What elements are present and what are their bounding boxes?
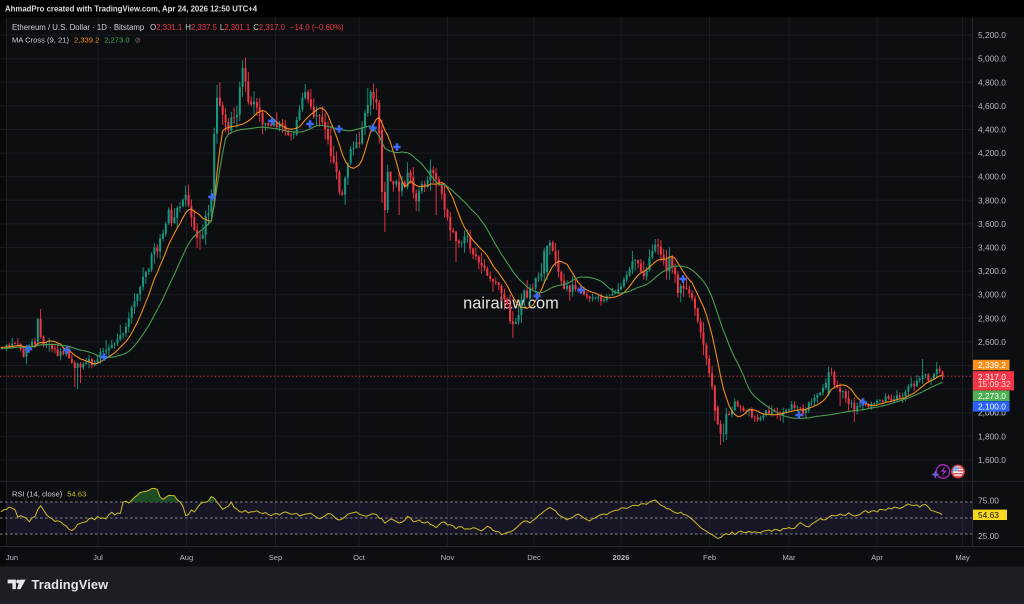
svg-text:Dec: Dec — [527, 553, 541, 562]
svg-text:Apr: Apr — [871, 553, 883, 562]
svg-text:54.63: 54.63 — [978, 510, 999, 520]
svg-text:15:09:32: 15:09:32 — [978, 379, 1011, 389]
svg-text:25.00: 25.00 — [978, 531, 999, 541]
svg-text:2,317.0: 2,317.0 — [978, 372, 1006, 382]
svg-text:2,000.0: 2,000.0 — [978, 408, 1006, 418]
svg-text:TradingView: TradingView — [32, 577, 110, 592]
svg-text:2,100.0: 2,100.0 — [978, 401, 1006, 411]
svg-text:Jun: Jun — [6, 553, 18, 562]
svg-text:Ethereum / U.S. Dollar · 1D ·: Ethereum / U.S. Dollar · 1D · Bitstamp O2… — [12, 23, 344, 32]
svg-text:2,600.0: 2,600.0 — [978, 337, 1006, 347]
svg-text:3,600.0: 3,600.0 — [978, 219, 1006, 229]
svg-text:1,600.0: 1,600.0 — [978, 455, 1006, 465]
svg-text:MA Cross (9, 21)2,339.22,273.0: MA Cross (9, 21) 2,339.2 2,273.0 ⊘ — [12, 35, 141, 44]
svg-text:5,200.0: 5,200.0 — [978, 30, 1006, 40]
svg-text:2,273.0: 2,273.0 — [978, 391, 1006, 401]
svg-text:Mar: Mar — [782, 553, 796, 562]
svg-text:75.00: 75.00 — [978, 496, 999, 506]
svg-text:Nov: Nov — [441, 553, 455, 562]
svg-text:2,339.2: 2,339.2 — [978, 360, 1006, 370]
svg-text:nairalaw.com: nairalaw.com — [463, 295, 559, 313]
svg-text:2,800.0: 2,800.0 — [978, 313, 1006, 323]
svg-text:4,400.0: 4,400.0 — [978, 125, 1006, 135]
svg-text:4,600.0: 4,600.0 — [978, 101, 1006, 111]
svg-text:3,400.0: 3,400.0 — [978, 243, 1006, 253]
svg-text:Oct: Oct — [353, 553, 366, 562]
svg-text:RSI (14, close)54.63: RSI (14, close) 54.63 — [12, 489, 86, 498]
svg-text:4,800.0: 4,800.0 — [978, 77, 1006, 87]
svg-text:Jul: Jul — [93, 553, 103, 562]
svg-text:3,200.0: 3,200.0 — [978, 266, 1006, 276]
svg-text:May: May — [955, 553, 970, 562]
svg-text:3,000.0: 3,000.0 — [978, 290, 1006, 300]
svg-text:Aug: Aug — [180, 553, 194, 562]
svg-text:2,000.0: 2,000.0 — [978, 408, 1006, 418]
svg-text:AhmadPro created with TradingV: AhmadPro created with TradingView.com, A… — [5, 5, 258, 14]
svg-text:Sep: Sep — [269, 553, 283, 562]
svg-text:5,000.0: 5,000.0 — [978, 54, 1006, 64]
svg-text:2026: 2026 — [613, 553, 630, 562]
svg-text:4,200.0: 4,200.0 — [978, 148, 1006, 158]
svg-text:1,800.0: 1,800.0 — [978, 431, 1006, 441]
svg-text:3,800.0: 3,800.0 — [978, 195, 1006, 205]
svg-text:Feb: Feb — [703, 553, 716, 562]
svg-text:4,000.0: 4,000.0 — [978, 172, 1006, 182]
